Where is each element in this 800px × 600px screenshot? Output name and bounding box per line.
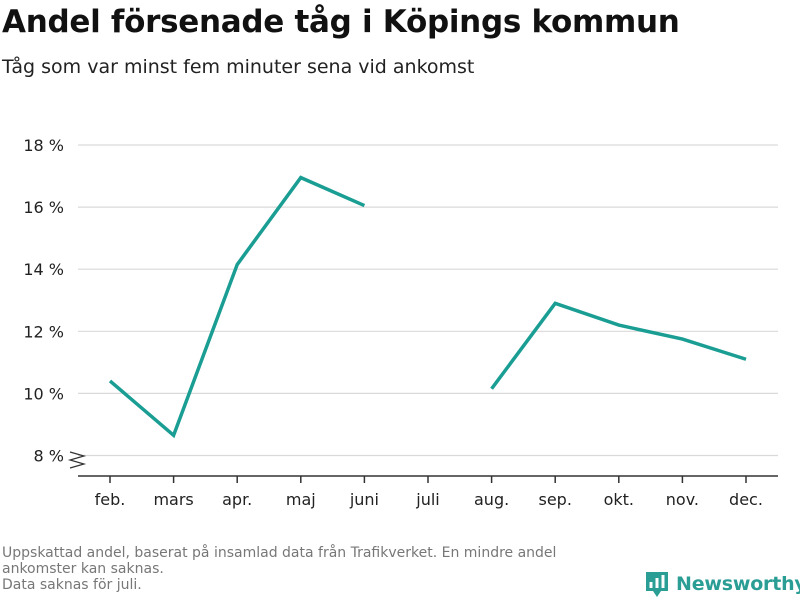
x-axis-tick-labels: feb. mars apr. maj juni juli aug. sep. okt. nov. d… (95, 490, 763, 509)
axis-break-icon (67, 451, 87, 469)
series-line-segment (108, 175, 366, 439)
y-tick-label: 14 % (23, 260, 64, 279)
y-tick-label: 10 % (23, 384, 64, 403)
chart-subtitle: Tåg som var minst fem minuter sena vid a… (2, 56, 475, 78)
line-chart: 8 % 10 % 12 % 14 % 16 % 18 % feb. mars apr. maj j… (23, 136, 778, 509)
x-axis (67, 451, 778, 483)
chart-title: Andel försenade tåg i Köpings kommun (2, 4, 680, 40)
footnote: Uppskattad andel, baserat på insamlad da… (2, 545, 556, 593)
x-tick-label: okt. (604, 490, 634, 509)
x-tick-label: juni (349, 490, 379, 509)
footnote-line: ankomster kan saknas. (2, 561, 164, 577)
x-tick-label: juli (415, 490, 439, 509)
x-tick-label: apr. (222, 490, 252, 509)
brand-logo[interactable]: Newsworthy (644, 570, 800, 598)
footnote-line: Uppskattad andel, baserat på insamlad da… (2, 545, 557, 561)
x-tick-label: sep. (538, 490, 571, 509)
y-tick-label: 18 % (23, 136, 64, 155)
x-tick-label: mars (153, 490, 193, 509)
y-tick-label: 8 % (34, 447, 64, 466)
x-tick-label: aug. (474, 490, 509, 509)
brand-name: Newsworthy (676, 573, 800, 595)
x-tick-label: nov. (666, 490, 699, 509)
newsworthy-logo-icon (646, 572, 668, 597)
series-lines (108, 175, 747, 439)
y-axis-tick-labels: 8 % 10 % 12 % 14 % 16 % 18 % (23, 136, 64, 466)
gridlines (78, 144, 778, 457)
y-tick-label: 12 % (23, 322, 64, 341)
y-tick-label: 16 % (23, 198, 64, 217)
x-tick-label: maj (286, 490, 316, 509)
x-tick-label: feb. (95, 490, 126, 509)
x-tick-label: dec. (729, 490, 763, 509)
series-line-segment (490, 301, 747, 390)
footnote-line: Data saknas för juli. (2, 577, 142, 593)
